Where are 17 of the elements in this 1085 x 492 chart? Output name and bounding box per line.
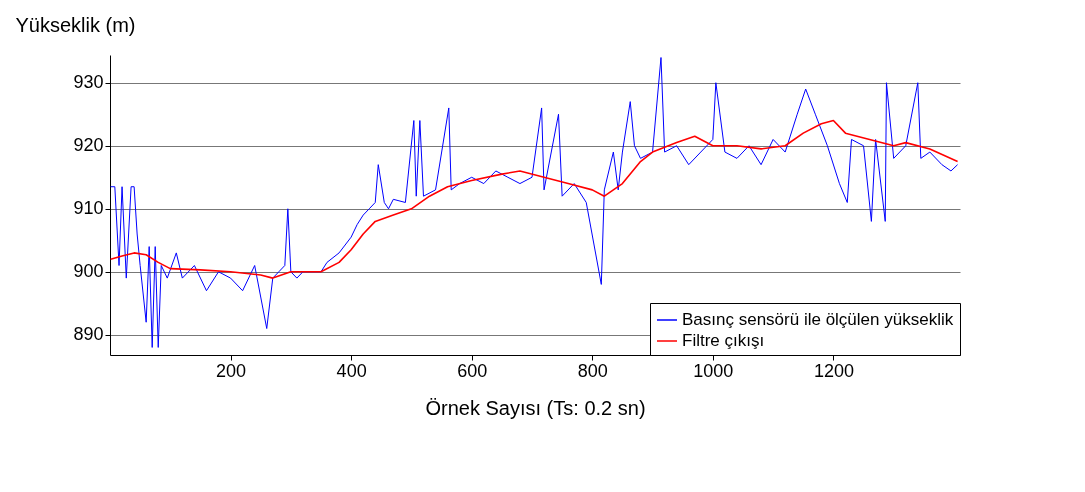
line-series	[110, 57, 959, 348]
x-tick-label: 200	[216, 360, 247, 381]
y-tick-label: 910	[73, 198, 104, 219]
y-tick-label: 930	[73, 72, 104, 93]
y-tick-label: 900	[73, 261, 104, 282]
legend-label: Basınç sensörü ile ölçülen yükseklik	[682, 310, 954, 329]
x-tick-label: 400	[336, 360, 367, 381]
x-tick-label: 1000	[693, 360, 734, 381]
x-axis-title: Örnek Sayısı (Ts: 0.2 sn)	[425, 396, 646, 419]
x-tick-label: 600	[457, 360, 488, 381]
y-axis-title: Yükseklik (m)	[15, 13, 136, 36]
legend-label: Filtre çıkışı	[682, 331, 765, 350]
x-tick-label: 800	[577, 360, 608, 381]
y-tick-label: 920	[73, 135, 104, 156]
line-series	[109, 119, 959, 279]
y-tick-label: 890	[73, 324, 104, 345]
x-tick-label: 1200	[813, 360, 854, 381]
